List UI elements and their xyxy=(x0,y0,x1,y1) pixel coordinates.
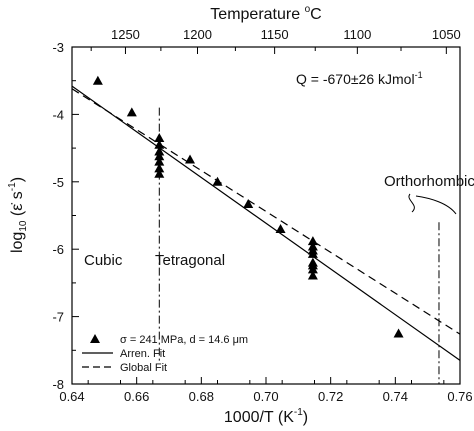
x-axis-title: 1000/T (K-1) xyxy=(224,407,308,426)
top-tick-label: 1250 xyxy=(111,27,140,42)
data-point xyxy=(154,168,165,178)
global-fit-line xyxy=(71,88,461,335)
x-tick-label: 0.76 xyxy=(447,389,472,404)
x-tick-label: 0.66 xyxy=(124,389,149,404)
y-tick-label: -4 xyxy=(52,107,64,122)
x-tick-label: 0.64 xyxy=(59,389,84,404)
data-point xyxy=(307,248,318,258)
data-point xyxy=(92,75,103,85)
y-tick-label: -3 xyxy=(52,40,64,55)
data-point xyxy=(154,132,165,142)
x-tick-label: 0.72 xyxy=(318,389,343,404)
x-tick-label: 0.70 xyxy=(253,389,278,404)
y-tick-label: -6 xyxy=(52,242,64,257)
tetragonal-region-label: Tetragonal xyxy=(155,252,225,269)
axis-ticks: 0.64 0.66 0.68 0.70 0.72 0.74 0.76 -8 -7 -6 -5 -4 -3… xyxy=(52,27,472,404)
data-points xyxy=(92,75,404,338)
data-point xyxy=(307,270,318,280)
y-tick-label: -8 xyxy=(52,377,64,392)
x-tick-label: 0.74 xyxy=(383,389,408,404)
top-tick-label: 1200 xyxy=(183,27,212,42)
orthorhombic-region-label: Orthorhombic xyxy=(384,173,474,190)
phase-boundaries xyxy=(158,107,440,384)
data-point xyxy=(154,156,165,166)
data-point xyxy=(126,107,137,117)
legend-label-arren-fit: Arren. Fit xyxy=(120,348,165,360)
legend-label-global-fit: Global Fit xyxy=(120,362,167,374)
data-point xyxy=(393,328,404,338)
top-tick-label: 1150 xyxy=(261,27,289,42)
top-tick-label: 1100 xyxy=(343,27,371,42)
data-point xyxy=(154,151,165,161)
y-axis-title: log10 (ε̇ s-1) xyxy=(7,177,29,253)
legend-triangle-marker xyxy=(90,334,100,343)
data-point xyxy=(154,146,165,156)
data-point xyxy=(185,154,196,164)
top-axis-title: Temperature oC xyxy=(210,4,321,23)
data-point xyxy=(212,176,223,186)
data-point xyxy=(307,236,318,246)
data-point xyxy=(154,139,165,149)
y-tick-label: -7 xyxy=(52,310,64,325)
data-point xyxy=(154,163,165,173)
data-point xyxy=(307,264,318,274)
y-tick-label: -5 xyxy=(52,175,64,190)
activation-energy-label: Q = -670±26 kJmol-1 xyxy=(296,70,423,87)
fit-lines xyxy=(71,85,461,361)
cubic-region-label: Cubic xyxy=(84,252,123,269)
orthorhombic-leader-line xyxy=(408,193,457,215)
data-point xyxy=(243,199,254,209)
top-tick-label: 1050 xyxy=(432,27,461,42)
legend: σ = 241 MPa, d = 14.6 μm Arren. Fit Glob… xyxy=(82,334,248,374)
data-point xyxy=(275,223,286,233)
x-tick-label: 0.68 xyxy=(189,389,214,404)
legend-label-data: σ = 241 MPa, d = 14.6 μm xyxy=(120,334,248,346)
arrenius-fit-line xyxy=(71,85,461,361)
